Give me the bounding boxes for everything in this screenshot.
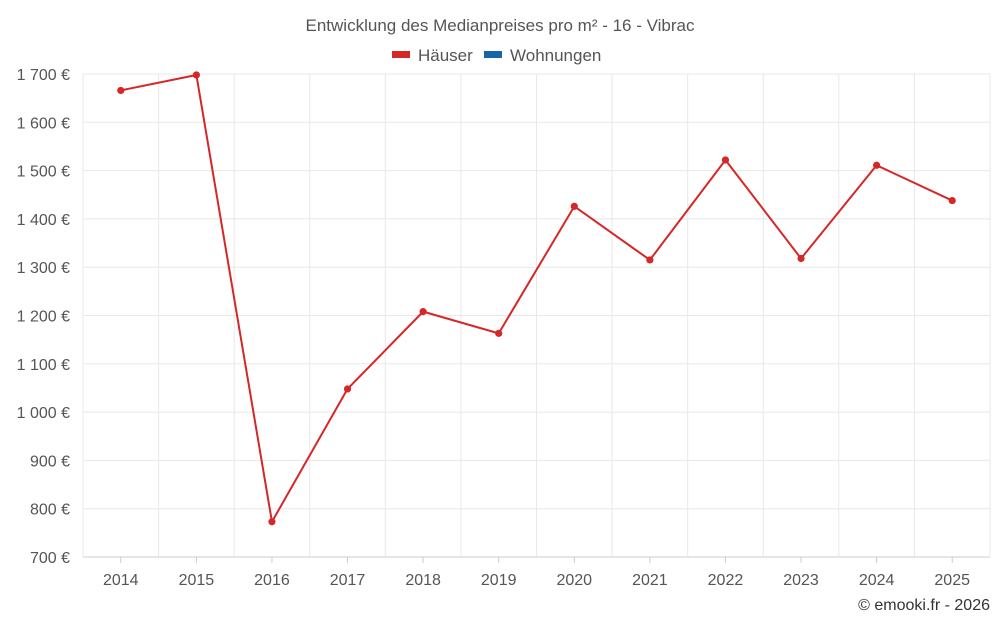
- x-tick-label: 2015: [179, 572, 215, 589]
- x-tick-label: 2024: [859, 572, 895, 589]
- y-tick-label: 1 000 €: [17, 405, 70, 422]
- data-point-haeuser[interactable]: [797, 254, 805, 263]
- data-point-haeuser[interactable]: [570, 202, 578, 210]
- y-tick-label: 1 400 €: [17, 212, 70, 229]
- x-tick-label: 2021: [632, 572, 668, 589]
- y-tick-label: 1 100 €: [17, 357, 70, 374]
- legend-swatch-haeuser: [392, 51, 410, 58]
- grid: [82, 73, 991, 558]
- data-point-haeuser[interactable]: [192, 71, 200, 79]
- legend-swatch-wohnungen: [484, 51, 502, 58]
- series-line-haeuser: [120, 73, 953, 523]
- data-point-haeuser[interactable]: [419, 308, 427, 316]
- data-point-haeuser[interactable]: [646, 256, 654, 264]
- x-tick-label: 2018: [405, 572, 441, 589]
- x-tick-label: 2023: [783, 572, 819, 589]
- series-haeuser: [117, 71, 956, 526]
- x-tick-label: 2025: [934, 572, 970, 589]
- x-tick-label: 2016: [254, 572, 290, 589]
- chart-title: Entwicklung des Medianpreises pro m² - 1…: [306, 16, 695, 35]
- legend-label-haeuser: Häuser: [418, 46, 473, 65]
- x-tick-label: 2019: [481, 572, 517, 589]
- data-point-haeuser[interactable]: [721, 156, 730, 164]
- y-tick-label: 1 500 €: [17, 164, 70, 181]
- credit-text: © emooki.fr - 2026: [858, 597, 990, 614]
- data-point-haeuser[interactable]: [268, 518, 276, 526]
- y-tick-label: 1 700 €: [17, 67, 70, 84]
- data-point-haeuser[interactable]: [117, 86, 125, 95]
- y-tick-label: 700 €: [30, 550, 70, 567]
- y-tick-label: 800 €: [30, 502, 70, 519]
- x-tick-label: 2022: [708, 572, 744, 589]
- y-tick-label: 1 200 €: [17, 309, 70, 326]
- legend: Häuser Wohnungen: [392, 46, 601, 65]
- y-axis-ticks: 1 700 € 1 600 € 1 500 € 1 400 € 1 300 € 1 200…: [17, 67, 70, 567]
- data-point-haeuser[interactable]: [948, 196, 956, 205]
- legend-item-wohnungen[interactable]: Wohnungen: [484, 46, 601, 65]
- x-tick-label: 2014: [103, 572, 139, 589]
- y-tick-label: 900 €: [30, 453, 70, 470]
- data-point-haeuser[interactable]: [873, 161, 881, 169]
- y-tick-label: 1 300 €: [17, 260, 70, 277]
- x-tick-label: 2020: [556, 572, 592, 589]
- y-tick-label: 1 600 €: [17, 115, 70, 132]
- x-tick-label: 2017: [330, 572, 366, 589]
- legend-label-wohnungen: Wohnungen: [510, 46, 601, 65]
- legend-item-haeuser[interactable]: Häuser: [392, 46, 473, 65]
- x-axis-ticks: 2014 2015 2016 2017 2018 2019 2020 2021 2022 2023…: [103, 557, 970, 589]
- data-point-haeuser[interactable]: [343, 385, 352, 393]
- data-point-haeuser[interactable]: [495, 329, 503, 337]
